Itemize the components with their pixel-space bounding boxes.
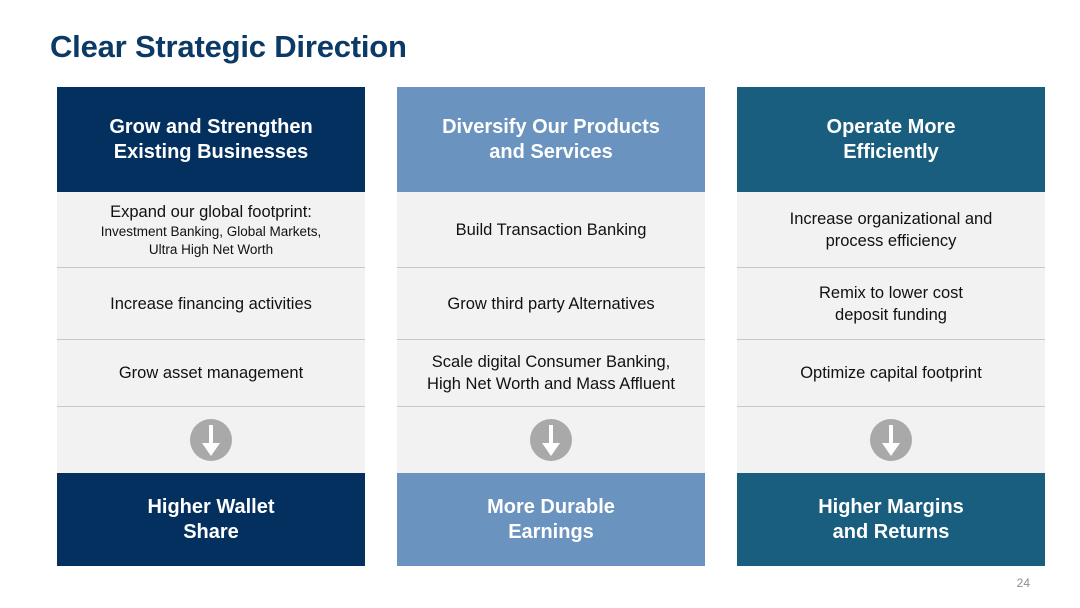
strategy-item-text: Expand our global footprint: (110, 202, 312, 221)
strategy-item-text: Increase organizational and process effi… (789, 209, 993, 250)
strategy-item-text: Build Transaction Banking (455, 220, 647, 239)
column-outcome: Higher Margins and Returns (737, 473, 1045, 566)
arrow-down-circle-icon (870, 419, 912, 461)
strategy-item: Increase organizational and process effi… (737, 192, 1045, 268)
strategy-item: Build Transaction Banking (397, 192, 705, 268)
column-outcome: Higher Wallet Share (57, 473, 365, 566)
strategy-item: Grow asset management (57, 340, 365, 407)
strategy-item-text: Scale digital Consumer Banking, High Net… (427, 353, 675, 393)
strategy-column-efficiency: Operate More Efficiently Increase organi… (737, 87, 1045, 566)
page-number: 24 (1016, 576, 1030, 590)
strategy-item-text: Increase financing activities (110, 294, 312, 313)
strategy-item: Scale digital Consumer Banking, High Net… (397, 340, 705, 407)
arrow-down-circle-icon (190, 419, 232, 461)
strategy-item: Optimize capital footprint (737, 340, 1045, 407)
strategy-column-grow: Grow and Strengthen Existing Businesses … (57, 87, 365, 566)
column-outcome: More Durable Earnings (397, 473, 705, 566)
column-header: Diversify Our Products and Services (397, 87, 705, 192)
column-header: Grow and Strengthen Existing Businesses (57, 87, 365, 192)
strategy-column-diversify: Diversify Our Products and Services Buil… (397, 87, 705, 566)
arrow-row (397, 407, 705, 473)
slide-title: Clear Strategic Direction (50, 29, 407, 64)
strategy-item-text: Grow asset management (118, 364, 304, 382)
arrow-row (737, 407, 1045, 473)
arrow-row (57, 407, 365, 473)
strategy-item-text: Grow third party Alternatives (447, 294, 655, 313)
strategy-item: Increase financing activities (57, 268, 365, 340)
strategy-item-subtext: Investment Banking, Global Markets, Ultr… (100, 223, 322, 257)
strategy-item: Grow third party Alternatives (397, 268, 705, 340)
column-header: Operate More Efficiently (737, 87, 1045, 192)
arrow-down-circle-icon (530, 419, 572, 461)
strategy-item: Expand our global footprint: Investment … (57, 192, 365, 268)
strategy-item-text: Remix to lower cost deposit funding (819, 283, 963, 324)
strategy-item-text: Optimize capital footprint (800, 364, 982, 382)
strategy-item: Remix to lower cost deposit funding (737, 268, 1045, 340)
